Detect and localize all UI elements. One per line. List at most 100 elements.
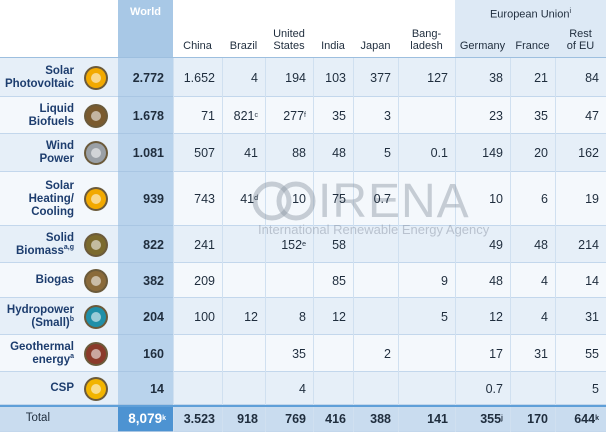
table-cell: 23 bbox=[489, 108, 503, 123]
row-label-line: Solar bbox=[45, 180, 74, 193]
table-cell: 241 bbox=[194, 237, 215, 252]
column-header: Bang-ladesh bbox=[398, 28, 455, 52]
row-label-line: Biomassa,g bbox=[16, 243, 74, 258]
table-cell: 9 bbox=[441, 273, 448, 288]
table-cell: 149 bbox=[482, 146, 503, 160]
row-label-text: Biogas bbox=[35, 274, 74, 286]
world-cell-bg bbox=[118, 298, 173, 335]
total-label: Total bbox=[0, 405, 50, 432]
table-cell: 822 bbox=[143, 237, 164, 252]
row-icon bbox=[84, 103, 108, 128]
world-cell-bg bbox=[118, 97, 173, 134]
total-cell: 416 bbox=[325, 411, 346, 426]
row-label: Geothermal energya bbox=[0, 335, 74, 372]
table-cell: 48 bbox=[332, 146, 346, 160]
column-header-line: Brazil bbox=[229, 40, 258, 52]
table-cell: 152 e bbox=[281, 237, 306, 252]
table-cell: 204 bbox=[143, 309, 164, 324]
column-separator bbox=[222, 58, 223, 432]
row-label-line: energya bbox=[32, 352, 74, 367]
table-cell: 35 bbox=[292, 346, 306, 361]
table-cell: 4 bbox=[299, 381, 306, 396]
row-label-text: Geothermal bbox=[10, 340, 74, 353]
table-cell: 10 bbox=[489, 192, 503, 206]
column-header: Germany bbox=[455, 40, 510, 52]
row-label-text: Power bbox=[39, 153, 74, 165]
cell-value: 41 bbox=[240, 192, 255, 206]
column-separator bbox=[353, 58, 354, 432]
row-label-text: energy bbox=[32, 353, 71, 366]
cell-value: 152 bbox=[281, 237, 303, 252]
table-cell: 12 bbox=[332, 309, 346, 324]
world-cell-bg bbox=[118, 405, 173, 432]
total-cell: 141 bbox=[427, 411, 448, 426]
row-label-line: Liquid bbox=[40, 103, 75, 116]
cell-value: 821 bbox=[233, 108, 255, 123]
column-separator bbox=[265, 58, 266, 432]
row-label-line: Solar bbox=[45, 65, 74, 78]
table-cell: 194 bbox=[285, 70, 306, 85]
table-cell: 821 c bbox=[233, 108, 258, 123]
row-label-line: Power bbox=[39, 153, 74, 166]
table-cell: 6 bbox=[541, 192, 548, 206]
table-cell: 0.7 bbox=[485, 381, 503, 396]
table-cell: 84 bbox=[585, 70, 599, 85]
world-header-bg bbox=[118, 0, 173, 58]
total-cell: 644 k bbox=[574, 411, 599, 426]
table-cell: 35 bbox=[332, 108, 346, 123]
row-label-text: Biofuels bbox=[28, 115, 74, 128]
footnote-mark: a bbox=[70, 352, 74, 360]
column-header-line: Bang- bbox=[411, 28, 442, 40]
table-cell: 35 bbox=[534, 108, 548, 123]
row-label: Biogas bbox=[0, 263, 74, 298]
table-cell: 41 bbox=[244, 146, 258, 160]
table-cell: 4 bbox=[541, 273, 548, 288]
total-cell: 388 bbox=[370, 411, 391, 426]
column-header-line: Germany bbox=[459, 40, 506, 52]
table-cell: 0.1 bbox=[430, 146, 448, 160]
row-label-text: CSP bbox=[50, 382, 74, 394]
total-cell: 769 bbox=[285, 411, 306, 426]
table-cell: 19 bbox=[585, 192, 599, 206]
table-cell: 214 bbox=[578, 237, 599, 252]
group-header: European Unioni bbox=[455, 6, 606, 21]
table-cell: 160 bbox=[143, 346, 164, 361]
column-separator bbox=[173, 58, 174, 432]
column-header: France bbox=[510, 40, 555, 52]
cell-value: 355 bbox=[480, 411, 502, 426]
row-label-text: Liquid bbox=[39, 102, 75, 115]
table-cell: 3 bbox=[384, 108, 391, 123]
table-cell: 55 bbox=[585, 346, 599, 361]
table-cell: 127 bbox=[427, 70, 448, 85]
column-separator bbox=[555, 58, 556, 432]
cell-value: 8,079 bbox=[128, 411, 163, 426]
world-cell-bg bbox=[118, 335, 173, 372]
table-cell: 75 bbox=[332, 192, 346, 206]
row-label-line: Biogas bbox=[36, 274, 74, 287]
world-cell-bg bbox=[118, 372, 173, 405]
row-label: Solid Biomassa,g bbox=[0, 226, 74, 263]
table-cell: 1.678 bbox=[132, 108, 164, 123]
world-cell-bg bbox=[118, 58, 173, 97]
total-rule bbox=[0, 405, 606, 407]
row-label-text: Solar bbox=[45, 179, 74, 192]
table-cell: 48 bbox=[534, 237, 548, 252]
table-cell: 47 bbox=[585, 108, 599, 123]
row-label-line: CSP bbox=[50, 382, 74, 395]
table-cell: 4 bbox=[541, 309, 548, 324]
table-cell: 100 bbox=[194, 309, 215, 324]
table-cell: 71 bbox=[201, 108, 215, 123]
row-icon bbox=[84, 376, 108, 401]
watermark-logo bbox=[252, 181, 316, 221]
row-label-text: (Small) bbox=[31, 316, 70, 329]
table-cell: 17 bbox=[489, 346, 503, 361]
table-cell: 743 bbox=[194, 192, 215, 206]
row-label: Solar Heating/Cooling bbox=[0, 172, 74, 226]
table-cell: 20 bbox=[534, 146, 548, 160]
table-cell: 0.7 bbox=[373, 192, 391, 206]
column-header-line: Rest bbox=[569, 28, 592, 40]
table-cell: 49 bbox=[489, 237, 503, 252]
footnote-mark: a,g bbox=[63, 243, 74, 251]
column-header-line: France bbox=[515, 40, 550, 52]
column-header: Japan bbox=[353, 40, 398, 52]
